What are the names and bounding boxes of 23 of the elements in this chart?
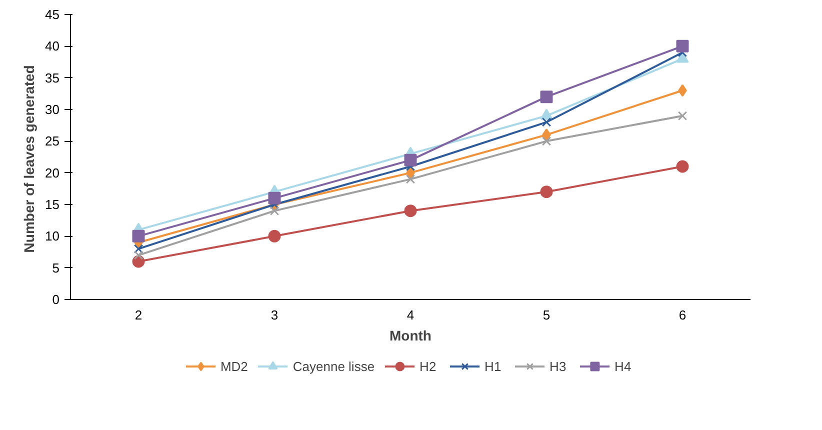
x-axis-title: Month (390, 328, 432, 344)
x-tick-label: 4 (406, 308, 414, 322)
x-tick-label: 3 (270, 308, 278, 322)
y-tick-label: 25 (45, 134, 60, 149)
y-tick-label: 35 (45, 70, 60, 86)
legend-label: H2 (420, 358, 438, 374)
y-tick-label: 10 (45, 228, 60, 244)
y-tick-label: 30 (45, 102, 60, 117)
legend-label: Cayenne lisse (292, 358, 375, 374)
y-axis-title: Number of leaves generated (21, 65, 38, 253)
legend-label: H1 (484, 358, 502, 374)
x-tick-label: 5 (542, 308, 550, 322)
legend-label: H4 (614, 358, 632, 374)
y-tick-label: 45 (45, 7, 60, 22)
y-tick-label: 5 (52, 260, 60, 276)
legend-label: MD2 (220, 358, 248, 374)
x-tick-label: 2 (134, 308, 142, 322)
y-tick-label: 20 (45, 165, 60, 180)
y-tick-label: 0 (52, 292, 60, 307)
y-tick-label: 15 (45, 197, 60, 212)
x-tick-label: 6 (678, 308, 686, 322)
legend-label: H3 (550, 358, 568, 374)
y-tick-label: 40 (45, 38, 60, 54)
